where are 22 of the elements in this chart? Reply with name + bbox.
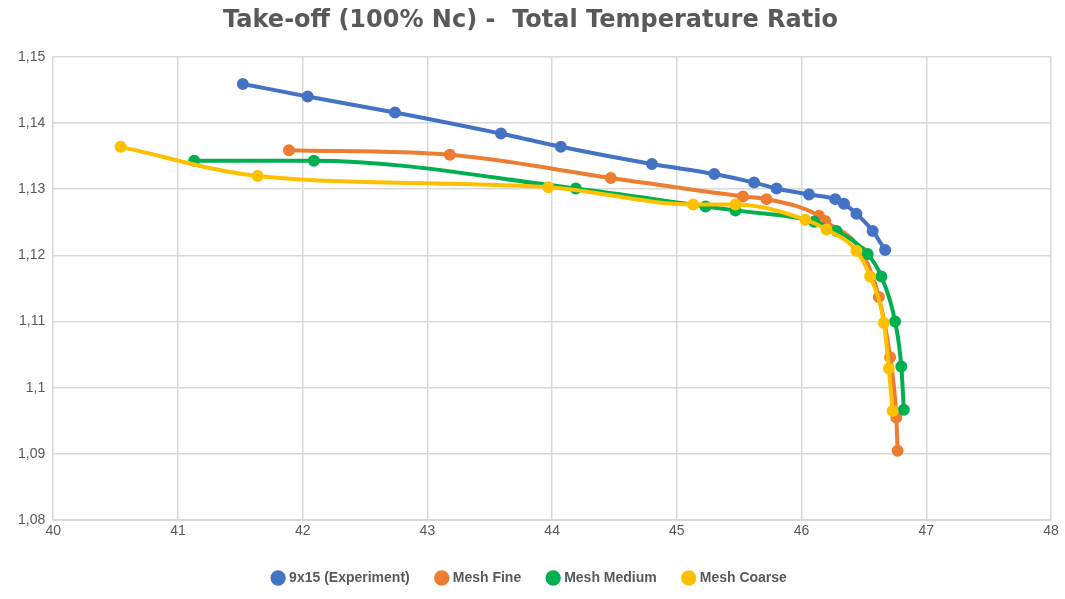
x-tick-label: 48 — [1043, 522, 1059, 539]
legend-label: 9x15 (Experiment) — [289, 568, 410, 585]
legend-label: Mesh Medium — [564, 568, 657, 585]
chart-title: Take-off (100% Nc) - Total Temperature Ratio — [223, 4, 838, 33]
y-tick-label: 1,08 — [18, 511, 46, 528]
x-tick-label: 45 — [669, 522, 685, 539]
y-tick-label: 1,15 — [18, 47, 46, 64]
y-tick-label: 1,1 — [25, 378, 46, 395]
x-tick-label: 41 — [170, 522, 186, 539]
x-tick-label: 43 — [419, 522, 436, 539]
legend-label: Mesh Fine — [452, 568, 522, 585]
legend-label: Mesh Coarse — [699, 568, 788, 585]
y-tick-label: 1,09 — [18, 444, 46, 461]
y-tick-label: 1,14 — [18, 113, 46, 130]
x-tick-label: 44 — [544, 522, 561, 539]
x-tick-label: 47 — [918, 522, 935, 539]
x-tick-label: 46 — [793, 522, 810, 539]
x-tick-label: 40 — [45, 522, 62, 539]
x-tick-label: 42 — [294, 522, 311, 539]
y-tick-label: 1,11 — [19, 312, 46, 329]
y-tick-label: 1,13 — [18, 180, 46, 197]
y-tick-label: 1,12 — [18, 246, 46, 263]
